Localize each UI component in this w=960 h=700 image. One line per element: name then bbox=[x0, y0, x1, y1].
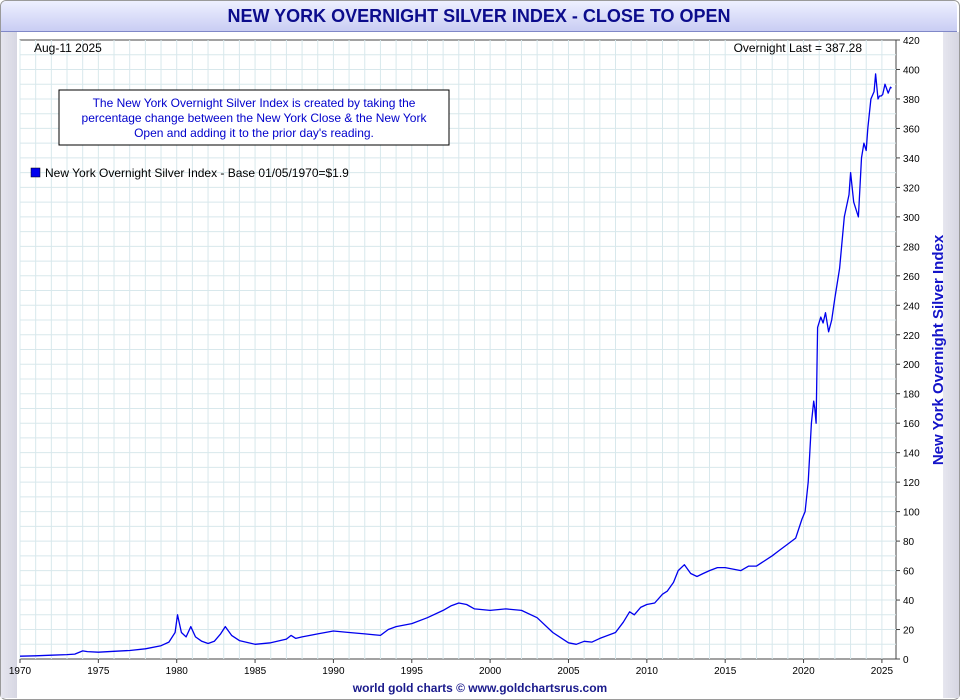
x-tick-label: 2000 bbox=[479, 666, 502, 677]
y-tick-label: 140 bbox=[903, 449, 920, 460]
x-tick-label: 2020 bbox=[792, 666, 815, 677]
y-tick-label: 400 bbox=[903, 65, 920, 76]
left-border-strip bbox=[1, 32, 17, 698]
y-tick-label: 20 bbox=[903, 626, 915, 637]
axis-layer: 1970 1975 1980 1985 1990 1995 2000 2005 2010 2015… bbox=[9, 36, 920, 677]
series-line bbox=[19, 73, 892, 657]
chart-title: NEW YORK OVERNIGHT SILVER INDEX - CLOSE … bbox=[1, 1, 957, 32]
x-tick-label: 1990 bbox=[322, 666, 345, 677]
y-tick-label: 300 bbox=[903, 213, 920, 224]
x-tick-label: 2005 bbox=[557, 666, 580, 677]
y-tick-label: 240 bbox=[903, 301, 920, 312]
y-tick-label: 260 bbox=[903, 272, 920, 283]
y-tick-label: 80 bbox=[903, 537, 915, 548]
y-tick-label: 0 bbox=[903, 655, 909, 666]
description-text: The New York Overnight Silver Index is c… bbox=[82, 96, 428, 140]
y-tick-label: 420 bbox=[903, 36, 920, 47]
description-box: The New York Overnight Silver Index is c… bbox=[58, 89, 450, 146]
y-tick-label: 360 bbox=[903, 124, 920, 135]
y-tick-label: 340 bbox=[903, 154, 920, 165]
y-tick-label: 280 bbox=[903, 242, 920, 253]
x-tick-label: 1985 bbox=[244, 666, 267, 677]
grid-layer bbox=[19, 40, 896, 659]
y-tick-label: 60 bbox=[903, 567, 915, 578]
y-tick-label: 180 bbox=[903, 390, 920, 401]
y-tick-label: 380 bbox=[903, 95, 920, 106]
date-label: Aug-11 2025 bbox=[34, 41, 102, 55]
x-tick-label: 1980 bbox=[166, 666, 189, 677]
legend-swatch bbox=[30, 167, 41, 178]
x-tick-label: 1975 bbox=[87, 666, 110, 677]
series-layer bbox=[19, 73, 892, 657]
right-border-strip bbox=[943, 32, 959, 698]
y-tick-label: 40 bbox=[903, 596, 915, 607]
footer-credit: world gold charts © www.goldchartsrus.co… bbox=[352, 681, 608, 695]
x-tick-label: 2010 bbox=[636, 666, 659, 677]
y-tick-label: 320 bbox=[903, 183, 920, 194]
y-tick-label: 200 bbox=[903, 360, 920, 371]
legend-label: New York Overnight Silver Index - Base 0… bbox=[45, 166, 349, 180]
legend: New York Overnight Silver Index - Base 0… bbox=[30, 166, 349, 180]
x-tick-label: 1970 bbox=[9, 666, 32, 677]
x-tick-label: 2025 bbox=[871, 666, 894, 677]
y-tick-label: 220 bbox=[903, 331, 920, 342]
x-tick-label: 1995 bbox=[401, 666, 424, 677]
x-tick-label: 2015 bbox=[714, 666, 737, 677]
last-value-label: Overnight Last = 387.28 bbox=[734, 41, 863, 55]
y-tick-label: 160 bbox=[903, 419, 920, 430]
y-axis-label: New York Overnight Silver Index bbox=[930, 234, 947, 465]
y-tick-label: 120 bbox=[903, 478, 920, 489]
y-tick-label: 100 bbox=[903, 508, 920, 519]
